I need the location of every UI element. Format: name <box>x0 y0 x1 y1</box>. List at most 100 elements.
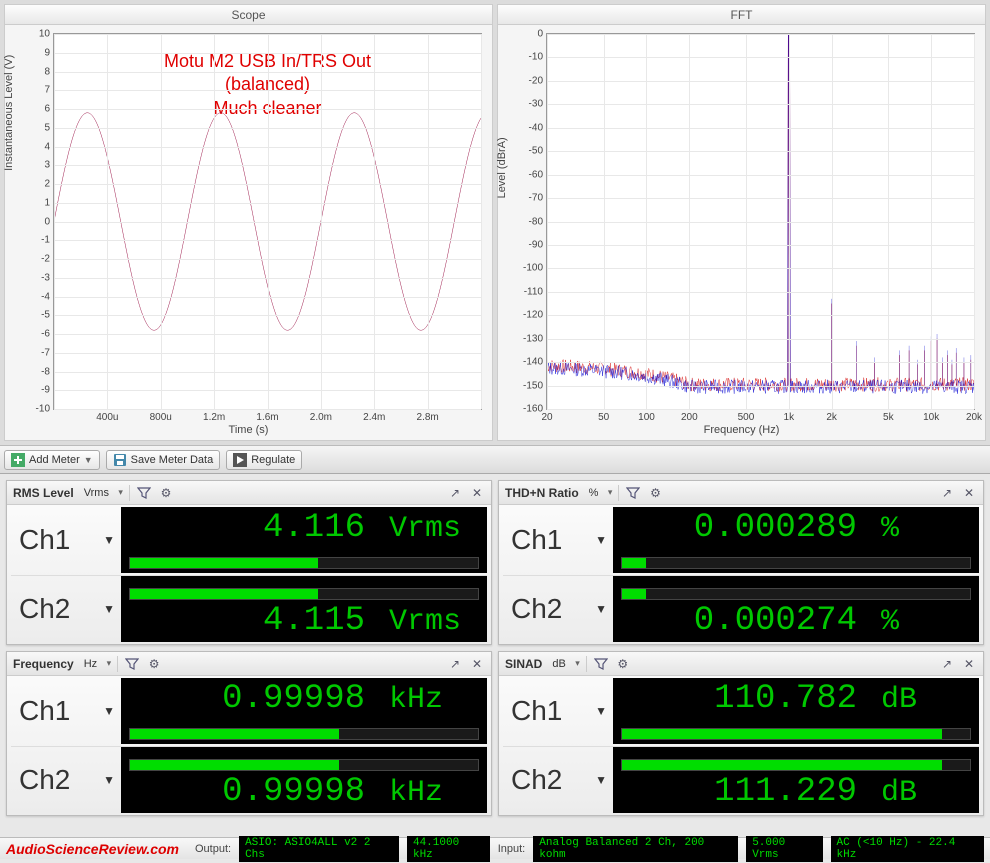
popout-icon[interactable]: ↗ <box>447 485 463 501</box>
status-input-bandwidth[interactable]: AC (<10 Hz) - 22.4 kHz <box>831 836 984 862</box>
separator <box>129 485 130 501</box>
close-icon[interactable]: ✕ <box>469 656 485 672</box>
sinad-panel: SINAD dB ⚙ ↗ ✕ Ch1▼ 110.782dB Ch2▼ 111. <box>498 651 984 816</box>
popout-icon[interactable]: ↗ <box>939 485 955 501</box>
close-icon[interactable]: ✕ <box>961 656 977 672</box>
freq-title: Frequency <box>13 657 74 671</box>
scope-ylabel: Instantaneous Level (V) <box>3 54 15 170</box>
freq-ch1-bar <box>129 728 479 740</box>
thdn-ch1-row: Ch1▼ 0.000289% <box>503 507 979 573</box>
scope-xlabel: Time (s) <box>229 424 269 436</box>
freq-ch2-label[interactable]: Ch2▼ <box>11 747 121 813</box>
thdn-unit-select[interactable]: % <box>585 487 613 499</box>
save-meter-label: Save Meter Data <box>131 454 214 466</box>
rms-ch2-unit: Vrms <box>389 605 479 639</box>
rms-ch1-value: 4.116 <box>263 509 365 547</box>
popout-icon[interactable]: ↗ <box>447 656 463 672</box>
thdn-ch1-value: 0.000289 <box>694 509 857 547</box>
sinad-ch2-row: Ch2▼ 111.229 dB <box>503 746 979 813</box>
fft-ylabel: Level (dBrA) <box>496 137 508 198</box>
filter-icon[interactable] <box>593 656 609 672</box>
gear-icon[interactable]: ⚙ <box>647 485 663 501</box>
plus-icon <box>11 453 25 467</box>
fft-panel: FFT Level (dBrA) Frequency (Hz) 0-10-20-… <box>497 4 986 441</box>
separator <box>586 656 587 672</box>
fft-xlabel: Frequency (Hz) <box>704 424 780 436</box>
play-icon <box>233 453 247 467</box>
thdn-ch1-unit: % <box>881 512 971 546</box>
gear-icon[interactable]: ⚙ <box>615 656 631 672</box>
thdn-header: THD+N Ratio % ⚙ ↗ ✕ <box>499 481 983 505</box>
filter-icon[interactable] <box>124 656 140 672</box>
separator <box>117 656 118 672</box>
regulate-button[interactable]: Regulate <box>226 450 302 470</box>
rms-ch1-row: Ch1▼ 4.116Vrms <box>11 507 487 573</box>
thdn-panel: THD+N Ratio % ⚙ ↗ ✕ Ch1▼ 0.000289% Ch2▼ <box>498 480 984 645</box>
meters-grid: RMS Level Vrms ⚙ ↗ ✕ Ch1▼ 4.116Vrms Ch2▼ <box>0 474 990 816</box>
freq-unit-select[interactable]: Hz <box>80 658 111 670</box>
thdn-ch2-label[interactable]: Ch2▼ <box>503 576 613 642</box>
fft-title: FFT <box>498 5 985 25</box>
thdn-ch2-unit: % <box>881 605 971 639</box>
thdn-ch2-row: Ch2▼ 0.000274% <box>503 575 979 642</box>
filter-icon[interactable] <box>625 485 641 501</box>
scope-chart-area: Motu M2 USB In/TRS Out (balanced) Much c… <box>53 33 482 410</box>
rms-unit-select[interactable]: Vrms <box>80 487 123 499</box>
rms-header: RMS Level Vrms ⚙ ↗ ✕ <box>7 481 491 505</box>
rms-ch2-label[interactable]: Ch2▼ <box>11 576 121 642</box>
rms-level-panel: RMS Level Vrms ⚙ ↗ ✕ Ch1▼ 4.116Vrms Ch2▼ <box>6 480 492 645</box>
save-meter-button[interactable]: Save Meter Data <box>106 450 221 470</box>
rms-title: RMS Level <box>13 486 74 500</box>
freq-header: Frequency Hz ⚙ ↗ ✕ <box>7 652 491 676</box>
gear-icon[interactable]: ⚙ <box>146 656 162 672</box>
thdn-ch1-label[interactable]: Ch1▼ <box>503 507 613 573</box>
sinad-ch2-bar <box>621 759 971 771</box>
filter-icon[interactable] <box>136 485 152 501</box>
close-icon[interactable]: ✕ <box>961 485 977 501</box>
freq-ch2-unit: kHz <box>389 776 479 810</box>
top-charts-row: Scope Instantaneous Level (V) Time (s) M… <box>0 0 990 446</box>
thdn-ch2-value: 0.000274 <box>694 602 857 640</box>
freq-ch1-label[interactable]: Ch1▼ <box>11 678 121 744</box>
status-input-level[interactable]: 5.000 Vrms <box>746 836 822 862</box>
status-output-value[interactable]: ASIO: ASIO4ALL v2 2 Chs <box>239 836 399 862</box>
sinad-ch1-value: 110.782 <box>714 680 857 718</box>
save-icon <box>113 453 127 467</box>
sinad-ch1-label[interactable]: Ch1▼ <box>503 678 613 744</box>
freq-ch1-unit: kHz <box>389 683 479 717</box>
status-output-rate[interactable]: 44.1000 kHz <box>407 836 490 862</box>
separator <box>618 485 619 501</box>
scope-panel: Scope Instantaneous Level (V) Time (s) M… <box>4 4 493 441</box>
thdn-ch2-bar <box>621 588 971 600</box>
sinad-unit-select[interactable]: dB <box>548 658 579 670</box>
sinad-ch2-unit: dB <box>881 776 971 810</box>
sinad-ch1-unit: dB <box>881 683 971 717</box>
freq-ch2-row: Ch2▼ 0.99998 kHz <box>11 746 487 813</box>
freq-ch2-value: 0.99998 <box>222 773 365 811</box>
regulate-label: Regulate <box>251 454 295 466</box>
rms-ch1-bar <box>129 557 479 569</box>
sinad-title: SINAD <box>505 657 542 671</box>
status-output-label: Output: <box>195 843 231 855</box>
rms-ch1-label[interactable]: Ch1▼ <box>11 507 121 573</box>
rms-ch2-value: 4.115 <box>263 602 365 640</box>
gear-icon[interactable]: ⚙ <box>158 485 174 501</box>
close-icon[interactable]: ✕ <box>469 485 485 501</box>
add-meter-label: Add Meter <box>29 454 80 466</box>
status-input-label: Input: <box>498 843 526 855</box>
sinad-ch1-row: Ch1▼ 110.782 dB <box>503 678 979 744</box>
sinad-ch2-value: 111.229 <box>714 773 857 811</box>
rms-ch2-bar <box>129 588 479 600</box>
sinad-ch1-bar <box>621 728 971 740</box>
frequency-panel: Frequency Hz ⚙ ↗ ✕ Ch1▼ 0.99998 kHz Ch2▼ <box>6 651 492 816</box>
sinad-header: SINAD dB ⚙ ↗ ✕ <box>499 652 983 676</box>
rms-ch2-row: Ch2▼ 4.115 Vrms <box>11 575 487 642</box>
sinad-ch2-label[interactable]: Ch2▼ <box>503 747 613 813</box>
fft-chart-area: 0-10-20-30-40-50-60-70-80-90-100-110-120… <box>546 33 975 410</box>
freq-ch1-value: 0.99998 <box>222 680 365 718</box>
add-meter-button[interactable]: Add Meter ▼ <box>4 450 100 470</box>
popout-icon[interactable]: ↗ <box>939 656 955 672</box>
brand-watermark: AudioScienceReview.com <box>6 841 179 857</box>
status-input-value[interactable]: Analog Balanced 2 Ch, 200 kohm <box>533 836 738 862</box>
status-bar: AudioScienceReview.com Output: ASIO: ASI… <box>0 837 990 859</box>
